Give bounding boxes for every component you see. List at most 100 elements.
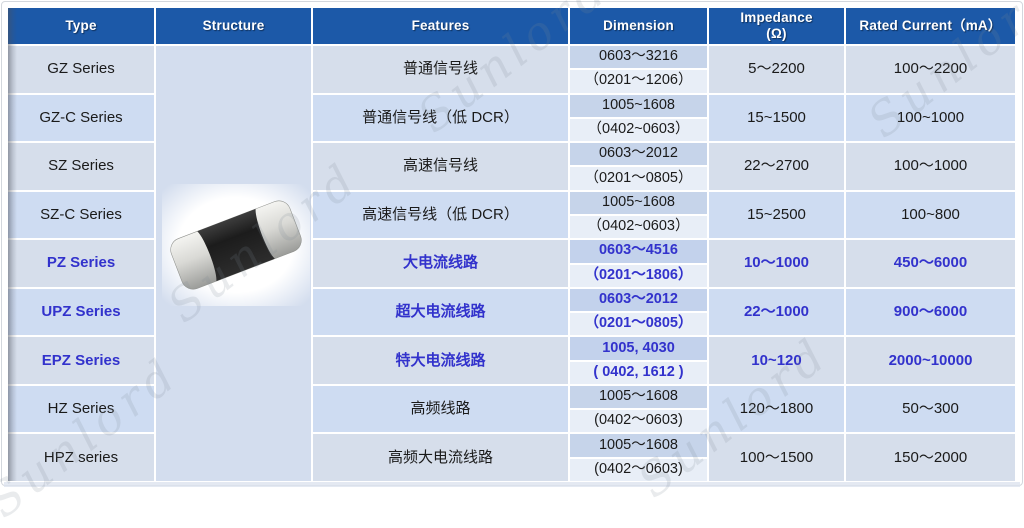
ferrite-bead-spec-table: Type Structure Features Dimension Impeda…: [8, 8, 1015, 481]
dimension-primary: 0603～4516: [570, 240, 707, 263]
feature-cell: 大电流线路: [313, 240, 568, 287]
feature-cell: 特大电流线路: [313, 337, 568, 384]
dimension-primary: 1005~1608: [570, 191, 707, 214]
type-cell: HPZ series: [8, 434, 154, 481]
dimension-secondary: （0402~0603）: [570, 118, 707, 142]
header-impedance-label: Impedance: [740, 10, 813, 26]
header-rated-current-label: Rated Current（mA）: [859, 18, 1002, 34]
rated-current-cell: 100～1000: [846, 143, 1015, 190]
dimension-cell: 1005~1608 （0402~0603）: [570, 191, 707, 239]
impedance-cell: 100～1500: [709, 434, 844, 481]
dimension-secondary: （0201～1206）: [570, 70, 707, 93]
feature-cell: 高速信号线（低 DCR）: [313, 191, 568, 239]
dimension-primary: 1005, 4030: [570, 337, 707, 360]
rated-current-value: 100～2200: [893, 60, 968, 78]
impedance-value: 100～1500: [739, 448, 814, 466]
impedance-cell: 22～1000: [709, 288, 844, 336]
dimension-primary: 1005～1608: [570, 434, 707, 457]
rated-current-cell: 100~1000: [846, 94, 1015, 142]
impedance-value: 120～1800: [739, 400, 814, 418]
dimension-cell: 1005, 4030 ( 0402, 1612 ): [570, 337, 707, 384]
dimension-secondary: （0201～0805）: [570, 313, 707, 336]
dimension-cell: 0603～2012 （0201～0805）: [570, 143, 707, 190]
rated-current-cell: 900～6000: [846, 288, 1015, 336]
dimension-secondary: (0402～0603): [570, 410, 707, 433]
header-features-label: Features: [411, 18, 470, 34]
type-cell: SZ Series: [8, 143, 154, 190]
structure-cell: [156, 46, 311, 481]
chip-photo: [162, 184, 310, 306]
header-structure: Structure: [156, 8, 311, 44]
type-label: GZ Series: [47, 60, 115, 78]
dimension-cell: 0603～3216 （0201～1206）: [570, 46, 707, 93]
type-cell: PZ Series: [8, 240, 154, 287]
dimension-primary: 0603～2012: [570, 143, 707, 166]
type-label: SZ Series: [48, 157, 114, 175]
header-structure-label: Structure: [202, 18, 265, 34]
feature-label: 普通信号线: [402, 60, 478, 78]
impedance-cell: 120～1800: [709, 385, 844, 433]
impedance-value: 10~120: [751, 351, 802, 369]
header-rated-current: Rated Current（mA）: [846, 8, 1015, 44]
feature-label: 高频大电流线路: [387, 448, 493, 466]
rated-current-value: 450～6000: [893, 254, 968, 272]
type-label: UPZ Series: [41, 303, 121, 321]
dimension-secondary: （0201～0805）: [570, 167, 707, 190]
type-cell: GZ-C Series: [8, 94, 154, 142]
rated-current-cell: 100～2200: [846, 46, 1015, 93]
header-features: Features: [313, 8, 568, 44]
rated-current-value: 100～1000: [893, 157, 968, 175]
dimension-primary: 1005~1608: [570, 94, 707, 117]
impedance-value: 22～2700: [743, 157, 810, 175]
impedance-cell: 15~1500: [709, 94, 844, 142]
dimension-cell: 1005～1608 (0402～0603): [570, 434, 707, 481]
type-label: EPZ Series: [41, 351, 121, 369]
dimension-primary: 0603～2012: [570, 288, 707, 312]
feature-label: 高频线路: [410, 400, 471, 418]
type-cell: HZ Series: [8, 385, 154, 433]
impedance-value: 15~2500: [747, 205, 806, 223]
feature-label: 高速信号线（低 DCR）: [362, 205, 519, 223]
rated-current-value: 100~800: [901, 205, 960, 223]
header-dimension: Dimension: [570, 8, 707, 44]
dimension-secondary: （0402~0603）: [570, 215, 707, 239]
type-label: HZ Series: [47, 400, 115, 418]
feature-cell: 高频大电流线路: [313, 434, 568, 481]
impedance-value: 22～1000: [743, 303, 810, 321]
dimension-primary: 0603～3216: [570, 46, 707, 69]
feature-cell: 普通信号线（低 DCR）: [313, 94, 568, 142]
impedance-cell: 22～2700: [709, 143, 844, 190]
type-cell: GZ Series: [8, 46, 154, 93]
feature-cell: 高速信号线: [313, 143, 568, 190]
dimension-cell: 1005~1608 （0402~0603）: [570, 94, 707, 142]
dimension-secondary: ( 0402, 1612 ): [570, 361, 707, 384]
dimension-secondary: （0201～1806）: [570, 264, 707, 287]
header-type-label: Type: [65, 18, 97, 34]
dimension-cell: 0603～2012 （0201～0805）: [570, 288, 707, 336]
impedance-cell: 10～1000: [709, 240, 844, 287]
rated-current-value: 900～6000: [893, 303, 968, 321]
type-label: SZ-C Series: [40, 205, 122, 223]
type-cell: EPZ Series: [8, 337, 154, 384]
rated-current-cell: 150～2000: [846, 434, 1015, 481]
rated-current-cell: 50～300: [846, 385, 1015, 433]
feature-cell: 超大电流线路: [313, 288, 568, 336]
impedance-value: 15~1500: [747, 108, 806, 126]
type-cell: SZ-C Series: [8, 191, 154, 239]
rated-current-value: 2000~10000: [888, 351, 973, 369]
rated-current-value: 150～2000: [893, 448, 968, 466]
impedance-value: 5～2200: [748, 60, 805, 78]
header-impedance: Impedance (Ω): [709, 8, 844, 44]
feature-label: 高速信号线: [402, 157, 478, 175]
header-impedance-unit: (Ω): [766, 26, 787, 41]
impedance-value: 10～1000: [743, 254, 810, 272]
feature-label: 特大电流线路: [395, 351, 486, 369]
dimension-cell: 1005～1608 (0402～0603): [570, 385, 707, 433]
type-cell: UPZ Series: [8, 288, 154, 336]
type-label: HPZ series: [43, 448, 119, 466]
feature-cell: 普通信号线: [313, 46, 568, 93]
impedance-cell: 5～2200: [709, 46, 844, 93]
feature-label: 普通信号线（低 DCR）: [362, 108, 519, 126]
rated-current-cell: 450～6000: [846, 240, 1015, 287]
dimension-cell: 0603～4516 （0201～1806）: [570, 240, 707, 287]
